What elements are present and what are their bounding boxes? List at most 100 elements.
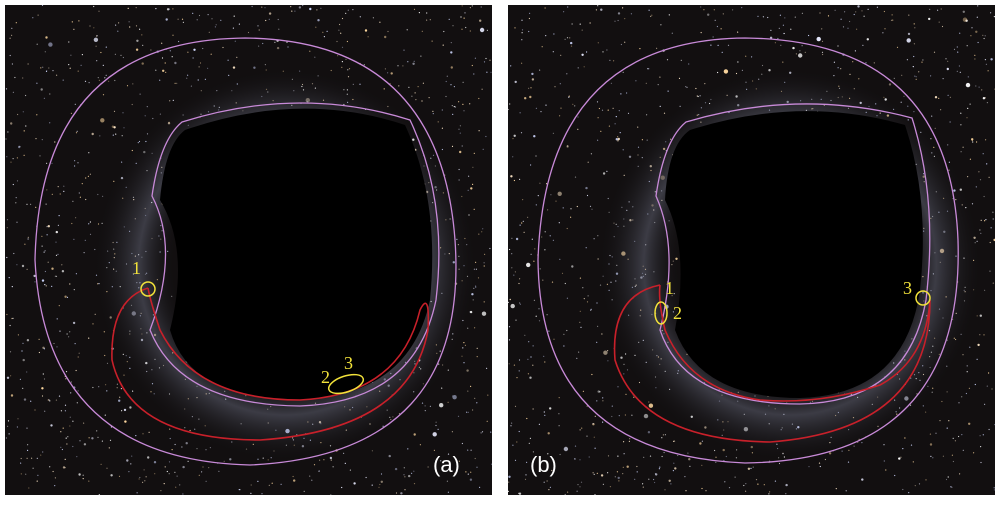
star xyxy=(26,457,28,459)
star xyxy=(642,483,644,485)
star xyxy=(769,491,771,493)
star xyxy=(65,437,67,439)
star xyxy=(939,420,941,422)
star xyxy=(427,466,429,468)
star xyxy=(852,61,854,63)
star xyxy=(40,88,43,91)
star xyxy=(208,467,210,469)
star xyxy=(265,19,267,22)
star xyxy=(966,371,968,373)
star xyxy=(516,377,518,379)
star xyxy=(87,175,89,177)
star xyxy=(529,95,532,99)
star xyxy=(185,442,188,445)
star xyxy=(701,464,703,466)
star xyxy=(257,25,259,27)
star xyxy=(883,10,886,13)
star xyxy=(51,193,53,195)
star xyxy=(508,301,509,303)
star xyxy=(819,465,821,468)
star xyxy=(211,18,213,20)
star xyxy=(250,492,252,494)
star xyxy=(590,308,592,310)
star xyxy=(432,113,434,115)
star xyxy=(34,409,36,411)
star xyxy=(51,267,54,270)
star xyxy=(165,71,167,73)
star xyxy=(43,97,46,99)
star xyxy=(278,28,280,30)
star xyxy=(861,478,864,481)
star xyxy=(470,471,472,473)
star xyxy=(232,66,236,69)
star xyxy=(23,130,25,132)
star xyxy=(48,67,50,69)
star xyxy=(446,480,448,482)
star xyxy=(22,387,24,389)
star xyxy=(901,74,903,76)
star xyxy=(512,156,514,158)
star xyxy=(539,182,541,184)
star xyxy=(15,202,17,204)
star xyxy=(857,5,860,8)
star xyxy=(529,376,532,379)
star xyxy=(154,473,156,475)
star xyxy=(309,475,311,477)
star xyxy=(179,484,181,486)
star xyxy=(535,155,537,157)
star xyxy=(770,29,772,31)
star xyxy=(947,144,949,146)
star xyxy=(202,47,204,50)
star xyxy=(32,17,34,19)
star xyxy=(570,208,572,210)
star xyxy=(508,326,511,328)
star xyxy=(68,64,70,66)
star xyxy=(975,30,978,33)
star xyxy=(663,451,665,454)
star xyxy=(650,15,652,17)
star xyxy=(37,14,39,16)
star xyxy=(913,43,916,45)
star xyxy=(710,44,712,46)
star xyxy=(143,469,145,471)
star xyxy=(581,29,583,31)
star xyxy=(597,117,599,119)
star xyxy=(992,282,994,284)
star xyxy=(910,444,913,446)
star xyxy=(64,295,67,298)
star xyxy=(101,440,103,442)
star xyxy=(437,428,439,430)
star xyxy=(22,358,25,362)
star xyxy=(24,243,26,245)
star xyxy=(984,59,987,61)
panel-label: (a) xyxy=(433,452,460,477)
star xyxy=(808,34,810,37)
star xyxy=(524,97,527,100)
star xyxy=(636,471,638,473)
star xyxy=(959,473,961,475)
star xyxy=(12,158,14,160)
star xyxy=(61,264,63,266)
star xyxy=(893,77,895,79)
star xyxy=(441,109,443,111)
star xyxy=(617,19,619,22)
star xyxy=(511,422,513,424)
star xyxy=(7,420,10,422)
star xyxy=(925,411,927,413)
star xyxy=(407,448,409,450)
star xyxy=(97,77,99,79)
star xyxy=(215,24,217,26)
star xyxy=(113,110,116,112)
star xyxy=(628,440,631,442)
star xyxy=(617,136,619,138)
outer-curve xyxy=(34,37,457,466)
star xyxy=(620,93,622,95)
star xyxy=(799,50,801,52)
star xyxy=(238,23,240,25)
star xyxy=(840,18,842,20)
star xyxy=(526,461,528,463)
star xyxy=(131,103,133,106)
star xyxy=(17,334,19,336)
star xyxy=(821,51,824,53)
star xyxy=(461,355,463,357)
